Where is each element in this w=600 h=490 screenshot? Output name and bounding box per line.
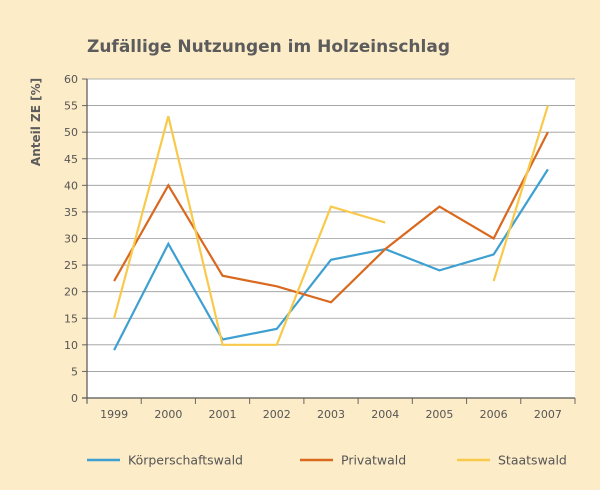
x-tick-label: 2001	[209, 408, 237, 421]
legend-label: Körperschaftswald	[128, 453, 243, 468]
series-lines	[113, 105, 549, 351]
x-tick-label: 2007	[534, 408, 562, 421]
y-tick-label: 30	[64, 233, 78, 246]
y-axis-label: Anteil ZE [%]	[29, 78, 43, 166]
y-tick-label: 40	[64, 179, 78, 192]
x-tick-label: 2002	[263, 408, 291, 421]
series-line-staatswald	[113, 115, 386, 346]
y-tick-label: 35	[64, 206, 78, 219]
y-tick-label: 0	[71, 392, 78, 405]
y-tick-label: 25	[64, 259, 78, 272]
y-tick-label: 15	[64, 312, 78, 325]
y-tick-label: 10	[64, 339, 78, 352]
legend-label: Staatswald	[498, 453, 567, 468]
y-tick-label: 20	[64, 286, 78, 299]
legend-label: Privatwald	[341, 453, 406, 468]
x-axis-ticks: 1999 2000 2001 2002 2003 2004 2005 2006 2007	[82, 397, 576, 421]
x-tick-label: 2003	[317, 408, 345, 421]
chart-title: Zufällige Nutzungen im Holzeinschlag	[87, 37, 450, 57]
x-tick-label: 2004	[371, 408, 399, 421]
x-tick-label: 2006	[480, 408, 508, 421]
y-tick-label: 45	[64, 153, 78, 166]
x-tick-label: 2000	[154, 408, 182, 421]
legend: Körperschaftswald Privatwald Staatswald	[87, 453, 567, 468]
series-line-körperschaftswald	[113, 168, 549, 351]
series-line-staatswald	[492, 105, 549, 282]
y-tick-label: 55	[64, 100, 78, 113]
series-line-privatwald	[113, 131, 549, 304]
y-tick-label: 5	[71, 365, 78, 378]
x-tick-label: 1999	[100, 408, 128, 421]
y-axis-ticks: 0 5 10 15 20 25 30 35 40 45 50 55 60	[64, 73, 88, 405]
y-tick-label: 60	[64, 73, 78, 86]
x-tick-label: 2005	[425, 408, 453, 421]
y-tick-label: 50	[64, 126, 78, 139]
